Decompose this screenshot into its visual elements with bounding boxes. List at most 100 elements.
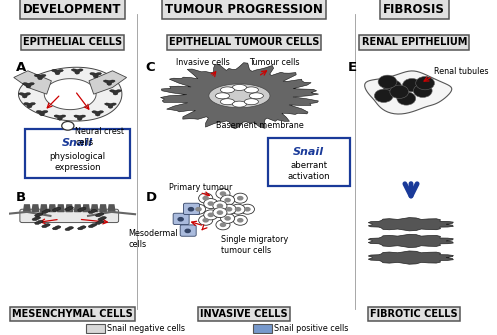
Circle shape: [244, 207, 250, 212]
Circle shape: [208, 201, 214, 206]
Polygon shape: [34, 220, 43, 224]
Text: Mesodermal
cells: Mesodermal cells: [128, 229, 177, 249]
Circle shape: [237, 196, 244, 201]
Circle shape: [208, 212, 214, 217]
Polygon shape: [18, 67, 122, 121]
Circle shape: [220, 222, 226, 227]
Text: EPITHELIAL CELLS: EPITHELIAL CELLS: [23, 38, 122, 48]
Text: FIBROSIS: FIBROSIS: [383, 3, 445, 16]
Circle shape: [204, 199, 218, 209]
Text: Snail negative cells: Snail negative cells: [107, 324, 185, 333]
Ellipse shape: [249, 93, 263, 99]
Polygon shape: [14, 71, 51, 94]
Text: Snail: Snail: [62, 138, 93, 148]
Ellipse shape: [245, 99, 258, 105]
Circle shape: [415, 76, 434, 90]
Text: Renal tubules: Renal tubules: [433, 67, 488, 76]
Polygon shape: [92, 111, 104, 116]
Polygon shape: [72, 69, 83, 74]
Text: Primary tumour: Primary tumour: [169, 183, 232, 192]
Circle shape: [220, 191, 226, 196]
Polygon shape: [88, 223, 97, 228]
Text: TUMOUR PROGRESSION: TUMOUR PROGRESSION: [165, 3, 323, 16]
Text: B: B: [16, 191, 26, 204]
Polygon shape: [24, 205, 30, 212]
Circle shape: [231, 204, 245, 214]
Text: C: C: [146, 61, 155, 74]
Circle shape: [216, 220, 230, 230]
Polygon shape: [161, 63, 319, 129]
Circle shape: [397, 92, 415, 105]
Polygon shape: [52, 226, 61, 230]
Text: Basement membrane: Basement membrane: [216, 121, 304, 130]
Polygon shape: [365, 71, 452, 114]
Circle shape: [199, 215, 213, 225]
Polygon shape: [58, 205, 64, 212]
Circle shape: [233, 193, 248, 203]
Text: Snail positive cells: Snail positive cells: [274, 324, 348, 333]
Polygon shape: [105, 103, 116, 108]
Polygon shape: [95, 212, 104, 217]
Text: RENAL EPITHELIUM: RENAL EPITHELIUM: [362, 38, 467, 48]
Text: Invasive cells: Invasive cells: [176, 59, 230, 67]
Ellipse shape: [220, 99, 235, 105]
Polygon shape: [108, 205, 115, 212]
Polygon shape: [209, 84, 270, 108]
Text: DEVELOPMENT: DEVELOPMENT: [23, 3, 122, 16]
Text: EPITHELIAL TUMOUR CELLS: EPITHELIAL TUMOUR CELLS: [169, 38, 319, 48]
Polygon shape: [98, 216, 106, 221]
Text: Tumour cells: Tumour cells: [249, 59, 299, 67]
Polygon shape: [89, 71, 127, 94]
Circle shape: [233, 215, 248, 225]
Circle shape: [202, 218, 209, 222]
Polygon shape: [65, 226, 74, 230]
Text: Snail: Snail: [293, 147, 325, 157]
Polygon shape: [368, 234, 453, 248]
Circle shape: [378, 75, 397, 88]
Polygon shape: [66, 205, 73, 212]
Circle shape: [213, 208, 227, 218]
Circle shape: [414, 84, 432, 97]
Circle shape: [213, 201, 227, 211]
Polygon shape: [368, 251, 453, 264]
Circle shape: [216, 189, 230, 199]
Polygon shape: [41, 205, 47, 212]
Polygon shape: [32, 205, 39, 212]
Circle shape: [195, 207, 202, 212]
Polygon shape: [90, 73, 101, 78]
Circle shape: [241, 204, 254, 214]
Polygon shape: [23, 83, 34, 88]
Polygon shape: [42, 209, 50, 213]
Ellipse shape: [215, 93, 230, 99]
Text: D: D: [146, 191, 157, 204]
Circle shape: [403, 78, 421, 92]
Circle shape: [237, 218, 244, 222]
Text: INVASIVE CELLS: INVASIVE CELLS: [200, 309, 288, 319]
Text: Neural crest
cells: Neural crest cells: [76, 128, 124, 147]
Circle shape: [202, 196, 209, 201]
FancyBboxPatch shape: [173, 213, 189, 224]
Polygon shape: [19, 93, 31, 98]
FancyBboxPatch shape: [20, 209, 119, 222]
FancyBboxPatch shape: [252, 324, 272, 333]
Polygon shape: [54, 115, 66, 120]
Circle shape: [383, 80, 402, 93]
Ellipse shape: [233, 84, 247, 90]
Circle shape: [224, 216, 231, 221]
Polygon shape: [103, 80, 115, 85]
Circle shape: [374, 89, 393, 103]
Polygon shape: [49, 205, 56, 212]
Polygon shape: [78, 207, 86, 211]
Circle shape: [188, 207, 194, 212]
Polygon shape: [74, 115, 85, 120]
Text: MESENCHYMAL CELLS: MESENCHYMAL CELLS: [12, 309, 133, 319]
Circle shape: [390, 85, 409, 98]
FancyBboxPatch shape: [267, 137, 350, 186]
Circle shape: [226, 207, 233, 212]
Circle shape: [62, 122, 74, 130]
Text: Single migratory
tumour cells: Single migratory tumour cells: [221, 235, 288, 255]
Polygon shape: [24, 103, 35, 108]
Polygon shape: [368, 218, 453, 231]
Circle shape: [177, 217, 184, 221]
Text: FIBROTIC CELLS: FIBROTIC CELLS: [370, 309, 458, 319]
